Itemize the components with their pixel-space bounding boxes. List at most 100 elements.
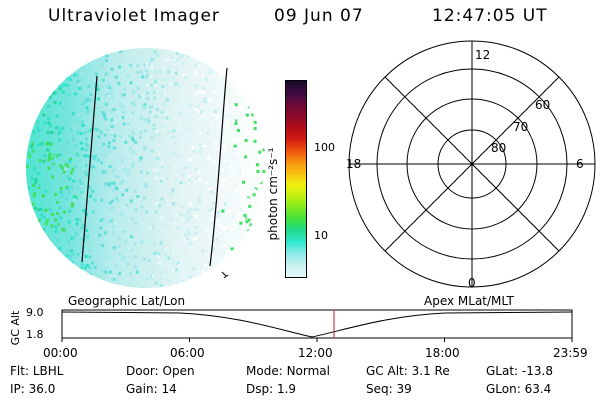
disk-pixel: [238, 120, 242, 124]
disk-pixel: [81, 123, 85, 127]
disk-pixel: [145, 143, 149, 147]
disk-pixel: [181, 216, 185, 220]
disk-pixel: [189, 208, 193, 212]
disk-pixel: [54, 192, 58, 196]
disk-pixel: [161, 85, 165, 89]
disk-pixel: [33, 206, 37, 210]
disk-pixel: [149, 74, 153, 78]
disk-pixel: [110, 220, 114, 224]
disk-pixel: [210, 207, 214, 211]
disk-pixel: [118, 253, 122, 257]
disk-pixel: [177, 126, 181, 130]
disk-pixel: [227, 196, 231, 200]
disk-pixel: [121, 116, 125, 120]
disk-pixel: [76, 252, 80, 256]
disk-pixel: [143, 182, 147, 186]
disk-pixel: [111, 199, 115, 203]
disk-pixel: [257, 134, 261, 138]
disk-pixel: [225, 118, 229, 122]
disk-pixel: [40, 210, 44, 214]
disk-pixel: [237, 136, 241, 140]
disk-pixel: [262, 169, 266, 173]
disk-pixel: [79, 72, 83, 76]
disk-pixel: [136, 86, 140, 90]
disk-pixel: [88, 261, 92, 265]
disk-pixel: [38, 159, 42, 163]
disk-pixel: [47, 166, 51, 170]
disk-pixel: [126, 101, 130, 105]
disk-pixel: [167, 70, 171, 74]
disk-pixel: [212, 80, 216, 84]
disk-pixel: [114, 119, 118, 123]
disk-pixel: [75, 222, 79, 226]
terminator-line: [81, 75, 98, 263]
disk-pixel: [70, 204, 74, 208]
disk-pixel: [253, 181, 257, 185]
disk-pixel: [130, 165, 134, 169]
disk-pixel: [36, 126, 40, 130]
disk-pixel: [239, 107, 243, 111]
disk-pixel: [146, 96, 150, 100]
disk-pixel: [191, 88, 195, 92]
disk-pixel: [58, 206, 62, 210]
disk-pixel: [139, 198, 143, 202]
disk-pixel: [217, 73, 221, 77]
disk-pixel: [213, 256, 217, 260]
disk-pixel: [150, 97, 154, 101]
disk-pixel: [118, 272, 122, 276]
disk-pixel: [161, 125, 165, 129]
disk-pixel: [129, 199, 133, 203]
disk-pixel: [30, 142, 34, 146]
disk-pixel: [89, 128, 93, 132]
disk-pixel: [183, 75, 187, 79]
disk-pixel: [133, 189, 137, 193]
disk-pixel: [69, 127, 73, 131]
disk-pixel: [241, 170, 245, 174]
disk-pixel: [194, 167, 198, 171]
disk-pixel: [165, 79, 169, 83]
disk-pixel: [151, 57, 155, 61]
disk-pixel: [239, 159, 243, 163]
disk-pixel: [216, 247, 220, 251]
time-label: 12:47:05 UT: [432, 6, 548, 26]
disk-pixel: [85, 148, 89, 152]
disk-pixel: [113, 166, 117, 170]
disk-pixel: [189, 90, 193, 94]
disk-pixel: [68, 177, 72, 181]
disk-pixel: [138, 285, 142, 288]
disk-pixel: [162, 201, 166, 205]
disk-pixel: [61, 90, 65, 94]
disk-pixel: [221, 227, 225, 231]
status-gc-alt: GC Alt: 3.1 Re: [366, 364, 450, 378]
disk-pixel: [209, 217, 213, 221]
disk-pixel: [156, 156, 160, 160]
disk-pixel: [220, 213, 224, 217]
disk-pixel: [113, 174, 117, 178]
disk-pixel: [177, 84, 181, 88]
disk-pixel: [59, 204, 63, 208]
disk-pixel: [67, 220, 71, 224]
disk-pixel: [110, 277, 114, 281]
disk-pixel: [203, 157, 207, 161]
disk-pixel: [78, 88, 82, 92]
disk-pixel: [131, 138, 135, 142]
disk-pixel: [47, 121, 51, 125]
disk-pixel: [159, 241, 163, 245]
disk-pixel: [117, 81, 121, 85]
disk-pixel: [206, 229, 210, 233]
disk-pixel: [199, 60, 203, 64]
disk-pixel: [77, 113, 81, 117]
disk-pixel: [62, 170, 66, 174]
disk-pixel: [76, 80, 80, 84]
disk-pixel: [92, 207, 96, 211]
disk-pixel: [238, 147, 242, 151]
disk-pixel: [104, 59, 108, 63]
disk-pixel: [150, 149, 154, 153]
disk-pixel: [62, 83, 66, 87]
disk-pixel: [94, 224, 98, 228]
disk-pixel: [96, 97, 100, 101]
disk-pixel: [84, 254, 88, 258]
disk-pixel: [245, 220, 249, 224]
